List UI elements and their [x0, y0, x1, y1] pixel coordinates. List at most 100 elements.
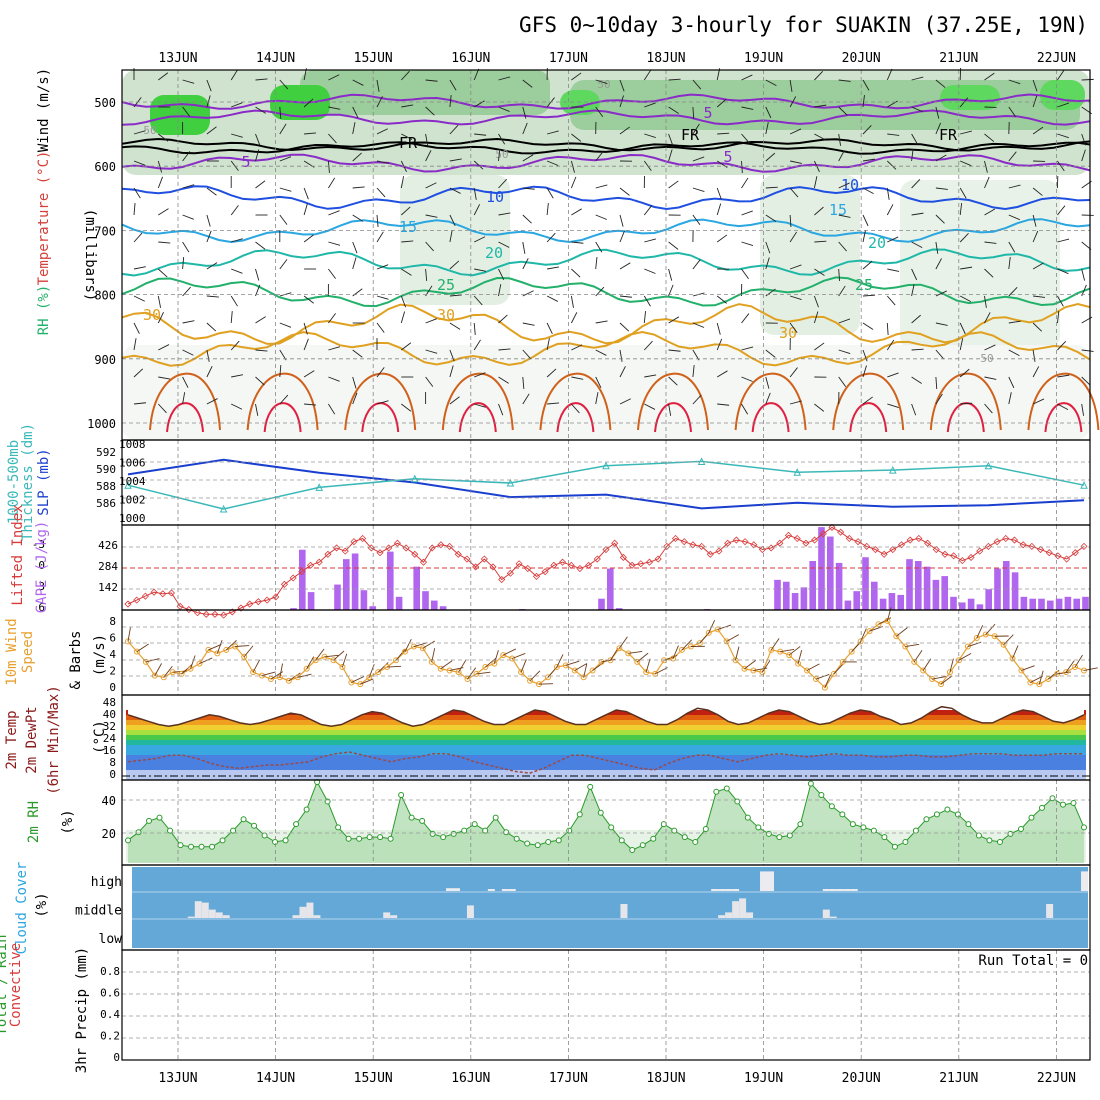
cloud-high-bar [711, 889, 719, 891]
lifted-index-point [611, 539, 619, 547]
cloud-high-bar [508, 889, 516, 891]
wind-speed-point [142, 658, 149, 665]
rh-point [849, 821, 856, 828]
cape-bar [1029, 598, 1036, 610]
wind-barb [279, 156, 292, 162]
wind-barb [814, 104, 827, 108]
wind-barb [619, 366, 626, 378]
rh-point [545, 838, 552, 845]
wind-barb [643, 205, 653, 216]
cloud-tick: middle [75, 904, 122, 919]
thickness-tick: 586 [96, 497, 116, 510]
temp-tick: 16 [103, 744, 116, 757]
wind-barb [503, 648, 517, 656]
wind-barb [1065, 660, 1075, 673]
lifted-index-point [532, 572, 541, 580]
panel-side-label: Speed [20, 631, 36, 673]
panel-side-label: Convective [8, 943, 24, 1027]
wind-barb [1081, 149, 1086, 162]
cape-bar [1011, 572, 1019, 610]
temperature-contour [263, 402, 302, 433]
lifted-tick: 6 [38, 601, 45, 614]
rh-point [366, 834, 373, 841]
wind-barb [182, 320, 195, 324]
wind-barb [401, 104, 414, 108]
wind-barb [133, 368, 144, 378]
precip-tick: 0.2 [100, 1030, 120, 1043]
wind-barb [935, 258, 942, 270]
wind-tick: 4 [109, 648, 116, 661]
wind-barb [1008, 151, 1017, 162]
wind-barb [1032, 187, 1043, 196]
wind-barb [960, 130, 972, 135]
rh-point [1049, 795, 1056, 802]
slp-tick: 1002 [119, 494, 146, 507]
wind-barb [911, 76, 924, 81]
contour-label: 5 [703, 104, 712, 122]
wind-barb [206, 126, 217, 135]
wind-barb [158, 133, 169, 142]
wind-speed-point [1081, 667, 1087, 674]
temperature-contour [121, 153, 1091, 173]
wind-barb [498, 149, 501, 162]
wind-barb [133, 160, 146, 166]
wind-barb [206, 322, 217, 332]
wind-barb [133, 266, 146, 270]
wind-barb [376, 96, 383, 108]
wind-barb [984, 72, 995, 81]
pressure-tick: 1000 [87, 417, 116, 431]
thickness-tick: 592 [96, 446, 116, 459]
wind-barb [789, 96, 797, 108]
wind-barb [1056, 311, 1060, 324]
cape-bar [853, 591, 860, 610]
wind-barb [984, 295, 987, 308]
wind-barb [328, 403, 336, 415]
day-label-bottom: 18JUN [646, 1071, 685, 1086]
lifted-index-point [1010, 536, 1019, 544]
wind-barb [959, 322, 966, 335]
wind-barb [1032, 349, 1036, 362]
wind-barb [206, 366, 213, 378]
panel-side-label: Lifted Index [10, 504, 26, 605]
lifted-index-point [359, 534, 367, 543]
temperature-contour [556, 402, 595, 433]
rh-point [597, 809, 604, 816]
wind-barb [1057, 403, 1069, 411]
wind-barb [190, 655, 196, 669]
wind-speed-point [294, 674, 301, 681]
wind-barb [136, 643, 149, 653]
wind-barb [376, 322, 385, 333]
rh-shade [122, 345, 1090, 440]
wind-barb [788, 646, 801, 656]
wind-barb [619, 349, 623, 362]
rh-point [776, 834, 783, 841]
wind-barb [862, 214, 869, 227]
wind-barb [905, 643, 920, 647]
day-label-bottom: 20JUN [842, 1071, 881, 1086]
panel-frame [121, 439, 1091, 526]
day-label-top: 17JUN [549, 51, 588, 66]
lifted-index-point [393, 539, 401, 547]
rh-tick: 40 [102, 794, 116, 808]
day-label-top: 22JUN [1037, 51, 1076, 66]
cape-bar [879, 598, 887, 610]
wind-barb [838, 182, 850, 189]
wind-speed-point [437, 665, 444, 672]
wind-barb [716, 370, 728, 378]
lifted-index-point [298, 568, 306, 576]
wind-barb [717, 132, 730, 135]
wind-speed-point [276, 674, 283, 681]
wind-barb [485, 657, 497, 668]
slp-tick: 1004 [119, 475, 146, 488]
cloud-tick: low [99, 932, 123, 947]
wind-barb [230, 160, 239, 171]
wind-barb [668, 403, 672, 416]
wind-barb [862, 260, 873, 270]
wind-barb [208, 644, 222, 651]
wind-barb [1008, 287, 1018, 297]
wind-barb [940, 675, 953, 685]
wind-barb [182, 151, 191, 162]
wind-barb [1032, 79, 1038, 92]
wind-barb [984, 133, 995, 142]
